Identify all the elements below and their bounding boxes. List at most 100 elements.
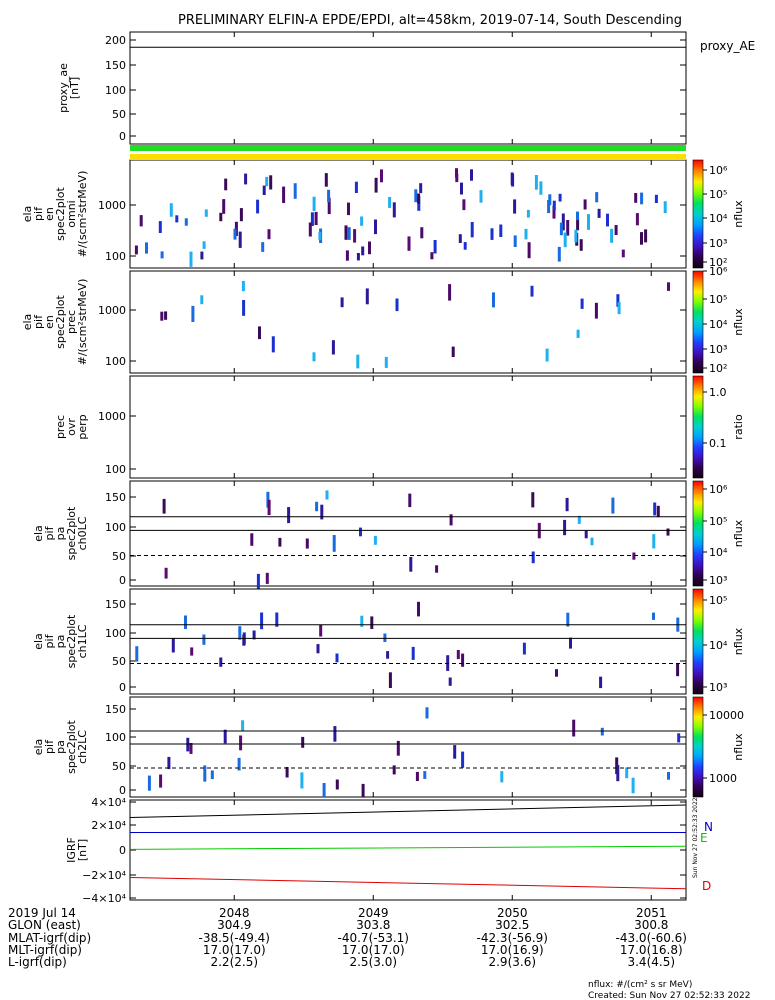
spectrogram-pixel <box>632 552 636 560</box>
colorbar-elx_pef_pa_spec2plot_ch0LC: 10⁶ 10⁵ 10⁴ 10³ nflux <box>692 480 745 587</box>
spectrogram-pixel <box>222 199 226 214</box>
spectrogram-pixel <box>654 194 658 203</box>
spectrogram-pixel <box>611 497 615 514</box>
y-axis-label: spec2plot <box>65 506 78 560</box>
y-tick-label: 1000 <box>98 304 126 317</box>
spectrogram-pixel <box>327 189 331 203</box>
spectrogram-pixel <box>569 637 572 649</box>
y-axis-label: ela <box>21 314 34 331</box>
colorbar-tick-label: 10³ <box>709 343 727 356</box>
y-tick-label: −2×10⁴ <box>82 869 126 882</box>
spectrogram-pixel <box>164 567 168 579</box>
y-axis-label: proxy_ae <box>57 63 70 113</box>
spectrogram-pixel <box>545 348 549 362</box>
spectrogram-pixel <box>344 225 348 240</box>
spectrogram-pixel <box>260 612 264 630</box>
spectrogram-pixel <box>606 213 609 227</box>
x-tick-mlat: -38.5(-49.4) <box>199 931 270 945</box>
spectrogram-pixel <box>347 227 351 240</box>
spectrogram-pixel <box>275 612 279 627</box>
y-axis-label: perp <box>76 414 89 439</box>
colorbar-gradient <box>692 159 704 269</box>
spectrogram-pixel <box>200 251 204 260</box>
spectrogram-pixel <box>566 612 570 627</box>
spectrogram-pixel <box>425 707 429 719</box>
colorbar-tick-label: 10⁵ <box>709 594 727 607</box>
spectrogram-pixel <box>392 202 396 218</box>
spectrogram-pixel <box>448 677 452 686</box>
spectrogram-pixel <box>614 225 618 235</box>
spectrogram-pixel <box>510 172 514 185</box>
panel-elx_pef_en_spec2plot_prec: 1000 100 elapifenspec2plotprec#/(scm²strMe… <box>21 270 687 374</box>
colorbar-tick-label: 10⁵ <box>709 515 727 528</box>
y-tick-label: 100 <box>105 731 126 744</box>
spectrogram-pixel <box>325 490 329 500</box>
igrf-legend-E: E <box>700 831 708 845</box>
spectrogram-pixel <box>244 173 248 185</box>
spectrogram-pixel <box>458 234 462 243</box>
colorbar-gradient <box>692 480 704 587</box>
y-axis-label: prec <box>54 415 67 439</box>
spectrogram-pixel <box>219 212 223 222</box>
spectrogram-pixel <box>287 507 291 524</box>
x-tick-glon: 304.9 <box>217 918 251 932</box>
spectrogram-pixel <box>461 751 465 768</box>
y-tick-label: 150 <box>105 703 126 716</box>
spectrogram-pixel <box>653 502 657 516</box>
panel-frame <box>129 799 687 901</box>
colorbar-tick-label: 10⁵ <box>709 293 727 306</box>
spectrogram-pixel <box>492 292 495 308</box>
spectrogram-pixel <box>310 212 314 226</box>
spectrogram-pixel <box>676 663 680 677</box>
y-axis-label: spec2plot <box>54 187 67 241</box>
spectrogram-pixel <box>590 537 594 546</box>
spectrogram-pixel <box>331 340 335 355</box>
spectrogram-pixel <box>652 534 656 549</box>
y-tick-label: 1000 <box>98 410 126 423</box>
spectrogram-pixel <box>408 493 412 508</box>
spectrogram-pixel <box>513 235 517 247</box>
spectrogram-pixel <box>224 178 228 191</box>
spectrogram-pixel <box>345 250 349 261</box>
panels: 200150100500proxy_ae[nT]1000100elapifens… <box>21 31 755 905</box>
spectrogram-pixel <box>559 222 563 236</box>
spectrogram-pixel <box>239 735 243 751</box>
y-tick-label: 1000 <box>98 199 126 212</box>
spectrogram-pixel <box>322 783 326 798</box>
spectrogram-pixel <box>162 498 166 514</box>
spectrogram-pixel <box>451 346 455 357</box>
spectrogram-pixel <box>420 227 424 239</box>
spectrogram-pixel <box>360 216 364 226</box>
y-axis-label: pif <box>43 525 56 540</box>
spectrogram-pixel <box>267 499 271 516</box>
spectrogram-pixel <box>285 767 289 778</box>
panel-frame <box>129 588 687 695</box>
spectrogram-pixel <box>561 213 565 231</box>
x-tick-glon: 303.8 <box>356 918 390 932</box>
spectrogram-pixel <box>600 727 604 736</box>
spectrogram-pixel <box>552 205 556 219</box>
spectrogram-pixel <box>557 246 561 262</box>
spectrogram-pixel <box>164 311 168 320</box>
spectrogram-pixel <box>160 311 164 321</box>
spectrogram-pixel <box>584 530 588 539</box>
spectrogram-pixel <box>449 514 453 526</box>
spectrogram-pixel <box>139 215 143 227</box>
x-tick-mlt: 17.0(17.0) <box>342 943 405 957</box>
spectrogram-pixel <box>631 777 635 794</box>
spectrogram-pixel <box>159 774 163 788</box>
y-axis-label: pif <box>32 314 45 329</box>
spectrogram-pixel <box>315 501 319 512</box>
x-axis-row-label: GLON (east) <box>8 918 81 932</box>
spectrogram-pixel <box>238 626 242 640</box>
spectrogram-pixel <box>305 538 309 549</box>
panel-frame <box>129 31 687 145</box>
spectrogram-pixel <box>380 169 383 183</box>
spectrogram-pixel <box>374 177 378 193</box>
spectrogram-pixel <box>579 239 583 251</box>
colorbar-elx_pef_en_spec2plot_omni: 10⁶ 10⁵ 10⁴ 10³ 10² nflux <box>692 159 745 269</box>
spectrogram-pixel <box>314 211 318 225</box>
spectrogram-pixel <box>558 193 562 202</box>
spectrogram-pixel <box>354 181 358 193</box>
spectrogram-pixel <box>359 527 362 537</box>
